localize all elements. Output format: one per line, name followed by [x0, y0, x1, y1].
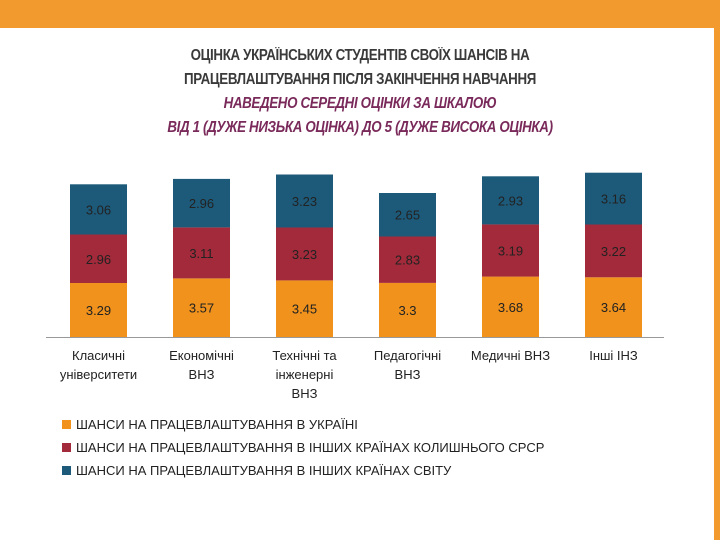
bar-segment-s0-c4	[482, 276, 539, 337]
data-label-s0-c5: 3.64	[601, 300, 626, 315]
data-label-s2-c1: 2.96	[189, 196, 214, 211]
subtitle-line-2: ВІД 1 (ДУЖЕ НИЗЬКА ОЦІНКА) ДО 5 (ДУЖЕ ВИ…	[167, 119, 553, 136]
data-label-s1-c5: 3.22	[601, 244, 626, 259]
chart-title: ОЦІНКА УКРАЇНСЬКИХ СТУДЕНТІВ СВОЇХ ШАНСІ…	[40, 44, 680, 140]
bar-segment-s2-c5	[585, 172, 642, 225]
data-label-s0-c0: 3.29	[86, 303, 111, 318]
legend-label-world: ШАНСИ НА ПРАЦЕВЛАШТУВАННЯ В ІНШИХ КРАЇНА…	[76, 463, 452, 478]
bar-segment-s2-c1	[173, 178, 230, 228]
bar-segment-s1-c0	[70, 234, 127, 283]
legend-swatch-ussr	[62, 443, 71, 452]
category-label-5-line-0: Інші ІНЗ	[589, 348, 638, 363]
title-line-2: ПРАЦЕВЛАШТУВАННЯ ПІСЛЯ ЗАКІНЧЕННЯ НАВЧАН…	[183, 71, 536, 88]
bar-segment-s2-c2	[276, 174, 333, 228]
data-label-s1-c0: 2.96	[86, 252, 111, 267]
legend-swatch-ukraine	[62, 420, 71, 429]
data-label-s1-c4: 3.19	[498, 244, 523, 259]
category-label-2-line-2: ВНЗ	[292, 386, 318, 401]
legend-item-world: ШАНСИ НА ПРАЦЕВЛАШТУВАННЯ В ІНШИХ КРАЇНА…	[62, 459, 544, 482]
data-label-s1-c1: 3.11	[189, 246, 213, 261]
category-label-0-line-1: університети	[60, 367, 137, 382]
category-label-3-line-1: ВНЗ	[395, 367, 421, 382]
bar-segment-s1-c2	[276, 227, 333, 281]
bar-segment-s0-c3	[379, 282, 436, 337]
bar-segment-s1-c4	[482, 224, 539, 277]
bar-segment-s2-c0	[70, 184, 127, 235]
legend-swatch-world	[62, 466, 71, 475]
bar-segment-s1-c5	[585, 224, 642, 278]
bar-segment-s1-c3	[379, 236, 436, 283]
data-label-s1-c3: 2.83	[395, 253, 420, 268]
right-accent-bar	[714, 28, 720, 540]
data-label-s2-c0: 3.06	[86, 202, 111, 217]
data-label-s0-c2: 3.45	[292, 302, 317, 317]
bar-segment-s1-c1	[173, 227, 230, 279]
legend-item-ussr: ШАНСИ НА ПРАЦЕВЛАШТУВАННЯ В ІНШИХ КРАЇНА…	[62, 436, 544, 459]
bar-segment-s2-c3	[379, 193, 436, 237]
bar-segment-s0-c0	[70, 283, 127, 337]
legend-label-ukraine: ШАНСИ НА ПРАЦЕВЛАШТУВАННЯ В УКРАЇНІ	[76, 417, 358, 432]
bar-segment-s0-c1	[173, 278, 230, 337]
data-label-s2-c3: 2.65	[395, 208, 420, 223]
category-label-2-line-1: інженерні	[276, 367, 334, 382]
category-label-1-line-1: ВНЗ	[189, 367, 215, 382]
category-label-4-line-0: Медичні ВНЗ	[471, 348, 550, 363]
legend-label-ussr: ШАНСИ НА ПРАЦЕВЛАШТУВАННЯ В ІНШИХ КРАЇНА…	[76, 440, 545, 455]
bar-segment-s0-c5	[585, 277, 642, 337]
data-label-s0-c3: 3.3	[398, 303, 416, 318]
data-label-s1-c2: 3.23	[292, 247, 317, 262]
chart-legend: ШАНСИ НА ПРАЦЕВЛАШТУВАННЯ В УКРАЇНІ ШАНС…	[62, 413, 544, 482]
data-label-s2-c2: 3.23	[292, 194, 317, 209]
data-label-s0-c4: 3.68	[498, 300, 523, 315]
bar-segment-s2-c4	[482, 176, 539, 225]
title-line-1: ОЦІНКА УКРАЇНСЬКИХ СТУДЕНТІВ СВОЇХ ШАНСІ…	[190, 47, 530, 64]
category-label-1-line-0: Економічні	[169, 348, 234, 363]
bar-segment-s0-c2	[276, 280, 333, 337]
top-accent-bar	[0, 0, 720, 28]
subtitle-line-1: НАВЕДЕНО СЕРЕДНІ ОЦІНКИ ЗА ШКАЛОЮ	[223, 95, 497, 112]
data-label-s0-c1: 3.57	[189, 301, 214, 316]
data-label-s2-c4: 2.93	[498, 193, 523, 208]
category-label-0-line-0: Класичні	[72, 348, 125, 363]
category-label-2-line-0: Технічні та	[272, 348, 337, 363]
category-label-3-line-0: Педагогічні	[374, 348, 441, 363]
legend-item-ukraine: ШАНСИ НА ПРАЦЕВЛАШТУВАННЯ В УКРАЇНІ	[62, 413, 544, 436]
data-label-s2-c5: 3.16	[601, 192, 626, 207]
